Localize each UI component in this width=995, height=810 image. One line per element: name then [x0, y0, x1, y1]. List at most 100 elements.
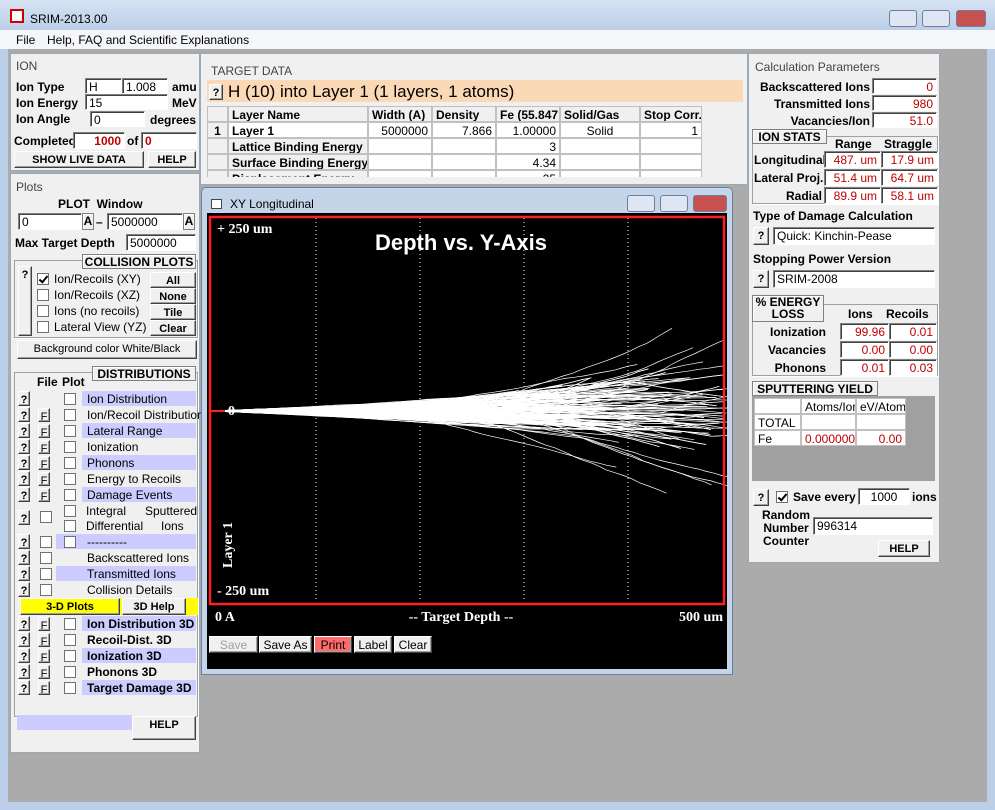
file-button[interactable]: F	[38, 440, 50, 454]
checkbox[interactable]	[40, 511, 52, 523]
help-button[interactable]: ?	[18, 648, 30, 663]
input-box[interactable]: 996314	[813, 517, 933, 535]
file-button[interactable]: F	[38, 649, 50, 663]
distribution-label[interactable]: Ion/Recoil Distribution	[87, 408, 204, 422]
checkbox[interactable]	[64, 666, 76, 678]
checkbox[interactable]	[40, 584, 52, 596]
window-control[interactable]	[627, 195, 655, 212]
checkbox[interactable]	[40, 552, 52, 564]
file-button[interactable]: F	[38, 408, 50, 422]
menu-item[interactable]: File	[16, 33, 36, 47]
help-button[interactable]: ?	[18, 616, 30, 631]
window-control[interactable]	[956, 10, 986, 27]
file-button[interactable]: F	[38, 424, 50, 438]
help-button[interactable]: ?	[753, 270, 769, 288]
value-box[interactable]: 89.9 um	[824, 187, 881, 204]
help-button[interactable]: ?	[18, 391, 30, 406]
window-control[interactable]	[660, 195, 688, 212]
file-button[interactable]: F	[38, 681, 50, 695]
checkbox[interactable]	[37, 321, 49, 333]
value-box[interactable]: 99.96	[840, 323, 889, 340]
help-button[interactable]: ?	[18, 632, 30, 647]
checkbox[interactable]	[40, 568, 52, 580]
value-box[interactable]: 51.0	[872, 112, 937, 128]
plot-button[interactable]: Print	[314, 636, 352, 653]
checkbox[interactable]	[776, 491, 788, 503]
checkbox[interactable]	[64, 489, 76, 501]
checkbox[interactable]	[64, 409, 76, 421]
value-box[interactable]: 487. um	[824, 151, 881, 168]
input-box[interactable]: 0	[141, 132, 197, 149]
checkbox[interactable]	[64, 650, 76, 662]
help-button[interactable]: ?	[18, 680, 30, 695]
help-button[interactable]: ?	[18, 566, 30, 581]
button[interactable]: HELP	[148, 151, 196, 168]
help-button[interactable]: ?	[18, 423, 30, 438]
help-button[interactable]: ?	[18, 455, 30, 470]
checkbox[interactable]	[40, 536, 52, 548]
plot-button[interactable]: Save As	[259, 636, 312, 653]
plot-button[interactable]: Label	[354, 636, 392, 653]
input-box[interactable]: Quick: Kinchin-Pease	[773, 227, 935, 245]
checkbox[interactable]	[64, 505, 76, 517]
input-box[interactable]: SRIM-2008	[773, 270, 935, 288]
help-button[interactable]: ?	[18, 266, 32, 336]
input-box[interactable]: 0	[18, 213, 82, 230]
button[interactable]: Clear	[150, 320, 196, 336]
value-box[interactable]: 58.1 um	[881, 187, 938, 204]
input-box[interactable]: H	[85, 78, 122, 94]
value-box[interactable]: 51.4 um	[824, 169, 881, 186]
file-button[interactable]: F	[38, 617, 50, 631]
help-button[interactable]: ?	[753, 227, 769, 245]
distribution-label[interactable]: Transmitted Ions	[87, 567, 176, 581]
input-box[interactable]: 5000000	[107, 213, 183, 230]
distribution-label[interactable]: Ionization	[87, 440, 139, 454]
value-box[interactable]: 0.00	[840, 341, 889, 358]
distribution-label[interactable]: Ion Distribution	[87, 392, 168, 406]
help-button[interactable]: ?	[18, 407, 30, 422]
value-box[interactable]: 64.7 um	[881, 169, 938, 186]
button[interactable]: SHOW LIVE DATA	[14, 151, 144, 168]
input-box[interactable]: 0	[90, 111, 145, 127]
help-button[interactable]: ?	[18, 471, 30, 486]
checkbox[interactable]	[64, 520, 76, 532]
distribution-label[interactable]: Ionization 3D	[87, 649, 162, 663]
value-box[interactable]: 0.03	[889, 359, 937, 376]
checkbox[interactable]	[64, 634, 76, 646]
checkbox[interactable]	[64, 682, 76, 694]
input-box[interactable]: 1000	[73, 132, 125, 149]
window-control[interactable]	[693, 195, 727, 212]
distribution-label[interactable]: Energy to Recoils	[87, 472, 182, 486]
checkbox[interactable]	[64, 441, 76, 453]
checkbox[interactable]	[64, 473, 76, 485]
file-button[interactable]: F	[38, 472, 50, 486]
plot-button[interactable]: Save	[209, 636, 258, 653]
input-box[interactable]: 5000000	[126, 234, 196, 251]
checkbox[interactable]	[37, 273, 49, 285]
checkbox[interactable]	[64, 536, 76, 548]
menu-item[interactable]: Help, FAQ and Scientific Explanations	[47, 33, 250, 47]
checkbox[interactable]	[64, 618, 76, 630]
distribution-label[interactable]: Damage Events	[87, 488, 173, 502]
button[interactable]: None	[150, 288, 196, 304]
distribution-label[interactable]: Lateral Range	[87, 424, 163, 438]
button[interactable]: HELP	[878, 540, 930, 557]
input-box[interactable]: 1.008	[122, 78, 168, 94]
button[interactable]: Tile	[150, 304, 196, 320]
checkbox[interactable]	[37, 305, 49, 317]
help-button[interactable]: ?	[18, 510, 30, 525]
distribution-label[interactable]: Phonons 3D	[87, 665, 158, 679]
checkbox[interactable]	[64, 425, 76, 437]
help-button[interactable]: ?	[18, 664, 30, 679]
input-box[interactable]: 15	[85, 94, 168, 110]
file-button[interactable]: F	[38, 456, 50, 470]
help-button[interactable]: ?	[18, 582, 30, 597]
help-button[interactable]: ?	[753, 489, 769, 506]
help-button[interactable]: ?	[209, 84, 223, 100]
button[interactable]: All	[150, 272, 196, 288]
distribution-label[interactable]: Target Damage 3D	[87, 681, 192, 695]
value-box[interactable]: 0.00	[889, 341, 937, 358]
distribution-label[interactable]: Phonons	[87, 456, 135, 470]
checkbox[interactable]	[37, 289, 49, 301]
distribution-label[interactable]: Ion Distribution 3D	[87, 617, 195, 631]
